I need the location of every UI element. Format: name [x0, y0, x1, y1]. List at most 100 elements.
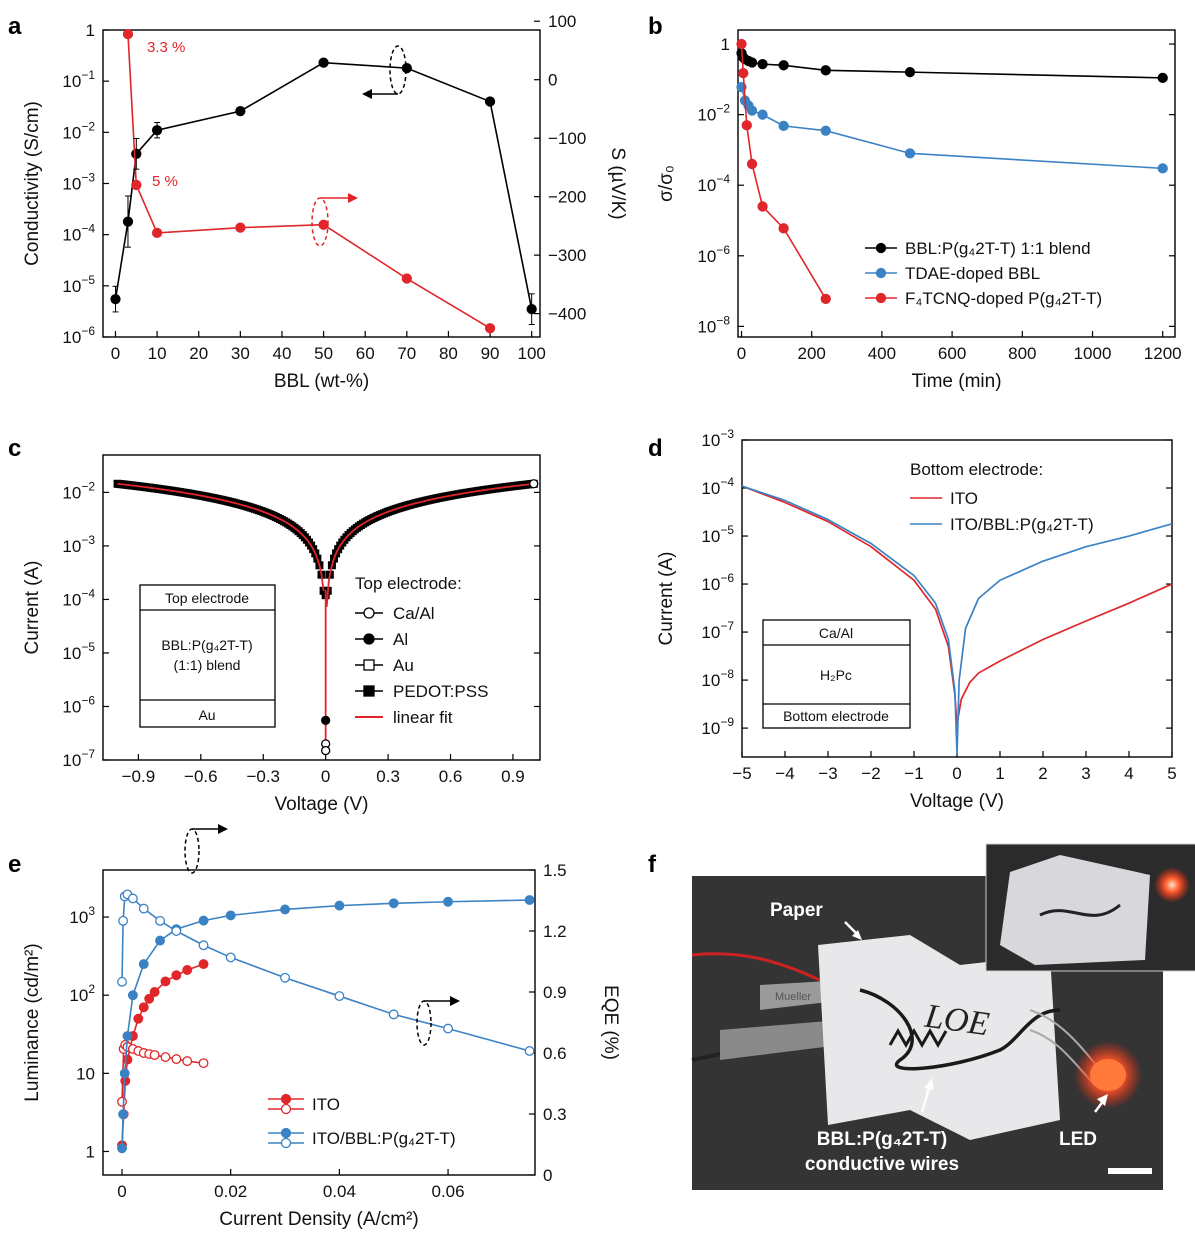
legend-label: ITO/BBL:P(g₄2T-T): [312, 1129, 456, 1148]
x-tick-label: 0: [117, 1182, 126, 1201]
legend-marker: [280, 1137, 292, 1149]
panel-label-b: b: [648, 13, 663, 40]
eqe-point: [171, 926, 182, 936]
luminance-point: [144, 993, 155, 1004]
legend-entry: ITO/BBL:P(g₄2T-T): [268, 1127, 456, 1149]
legend-entry: Ca/Al: [355, 604, 435, 623]
x-tick-label: 0: [321, 767, 330, 786]
y-tick-label: 10−5: [701, 523, 734, 546]
data-point: [820, 293, 831, 305]
chart-c: −0.9 −0.6 −0.3 0 0.3 0.6 0.9 10−2 10−3 10−4 10−5 10…: [22, 454, 541, 815]
eqe-point: [388, 1009, 399, 1020]
luminance-point: [225, 910, 236, 921]
y-tick-label: 10−6: [701, 571, 734, 594]
eqe-point: [149, 1050, 160, 1060]
legend-marker: [875, 267, 887, 279]
x-tick-label: 10: [148, 344, 167, 363]
red-wire: [691, 952, 831, 987]
x-tick-label: 0: [952, 764, 961, 783]
x-tick-label: −0.3: [246, 767, 280, 786]
label-paper: Paper: [770, 900, 823, 921]
data-point: [757, 109, 768, 120]
data-point: [318, 219, 329, 230]
eqe-point: [160, 1052, 171, 1063]
y-tick-label: 10−1: [62, 68, 95, 91]
x-tick-label: 0.04: [323, 1182, 356, 1201]
data-point: [757, 58, 768, 70]
x-tick-label: 0: [111, 344, 120, 363]
paper-sheet: [818, 935, 1060, 1140]
crumpled-paper: [1000, 855, 1150, 965]
data-point: [757, 201, 768, 212]
eqe-point: [182, 1056, 193, 1067]
legend-label: Ca/Al: [393, 604, 435, 623]
x-tick-label: 2: [1038, 764, 1047, 783]
y-tick-label: 10−7: [701, 619, 734, 642]
data-point: [484, 96, 496, 107]
x-tick-label: 100: [517, 344, 545, 363]
y-tick-label: 10−6: [62, 324, 95, 347]
x-tick-label: 20: [189, 344, 208, 363]
y2-tick-label: 100: [548, 12, 576, 31]
conductive-wire-trace: [859, 988, 1061, 1071]
data-point: [235, 105, 246, 117]
x-tick-label: 70: [397, 344, 416, 363]
x-tick-label: −0.9: [122, 767, 156, 786]
y-tick-label: 10: [76, 1064, 95, 1083]
data-point: [820, 65, 831, 76]
legend-entry: linear fit: [355, 708, 453, 727]
data-point: [1157, 163, 1168, 174]
data-point: [131, 179, 142, 191]
top-electrode-layer: Top electrode: [165, 590, 249, 606]
x-tick-label: 60: [356, 344, 375, 363]
x-tick-label: −0.6: [184, 767, 218, 786]
y-tick-label: 10−3: [701, 427, 734, 450]
device-stack-diagram-c: Top electrode BBL:P(g₄2T-T) (1:1) blend …: [139, 584, 276, 728]
x-tick-label: −5: [732, 764, 751, 783]
data-point: [746, 57, 758, 68]
x-tick-label: −4: [775, 764, 794, 783]
y-tick-label: 102: [69, 982, 95, 1005]
x-tick-label: −3: [818, 764, 837, 783]
luminance-point: [122, 1031, 133, 1041]
axis-indicator-left-arrow-icon: [362, 45, 407, 99]
eqe-point: [225, 952, 236, 963]
x-tick-label: 200: [798, 344, 826, 363]
series-line: [114, 61, 533, 310]
legend-label: BBL:P(g₄2T-T) 1:1 blend: [905, 239, 1091, 258]
data-point: [122, 28, 134, 40]
luminance-point: [117, 1143, 127, 1154]
linear-fit-line: [117, 482, 325, 591]
au-layer: Au: [198, 707, 215, 723]
luminance-point: [122, 1054, 133, 1065]
y-tick-label: 10−2: [62, 119, 95, 142]
luminance-point: [388, 898, 399, 909]
data-point: [741, 120, 752, 131]
luminance-point: [334, 900, 345, 911]
y2-tick-label: −300: [548, 246, 586, 265]
y-tick-label: 10−2: [62, 479, 95, 502]
panel-label-c: c: [8, 435, 21, 462]
data-point: [235, 222, 246, 233]
panel-label-a: a: [8, 13, 22, 40]
x-axis-label: Current Density (A/cm²): [219, 1209, 419, 1230]
y-tick-label: 10−3: [62, 533, 95, 556]
legend-label: ITO/BBL:P(g₄2T-T): [950, 515, 1094, 534]
data-point: [401, 273, 412, 284]
legend-label: TDAE-doped BBL: [905, 264, 1040, 283]
axis-indicator-right-arrow-icon: [311, 193, 358, 247]
luminance-point: [133, 1013, 144, 1024]
y-axis-label: Current (A): [22, 561, 43, 655]
x-tick-label: 90: [481, 344, 500, 363]
x-tick-label: 40: [273, 344, 292, 363]
x-tick-label: −2: [861, 764, 880, 783]
x-axis-label: Time (min): [911, 371, 1001, 392]
data-point: [778, 60, 789, 71]
device-stack-diagram-d: Ca/Al H₂Pc Bottom electrode: [762, 619, 911, 729]
x-tick-label: 600: [938, 344, 966, 363]
scale-bar: [1108, 1168, 1152, 1174]
bottom-electrode-layer: Bottom electrode: [783, 708, 889, 724]
x-axis-label: BBL (wt-%): [274, 371, 369, 392]
h2pc-layer: H₂Pc: [820, 667, 852, 683]
y-tick-label: 10−4: [62, 586, 95, 609]
